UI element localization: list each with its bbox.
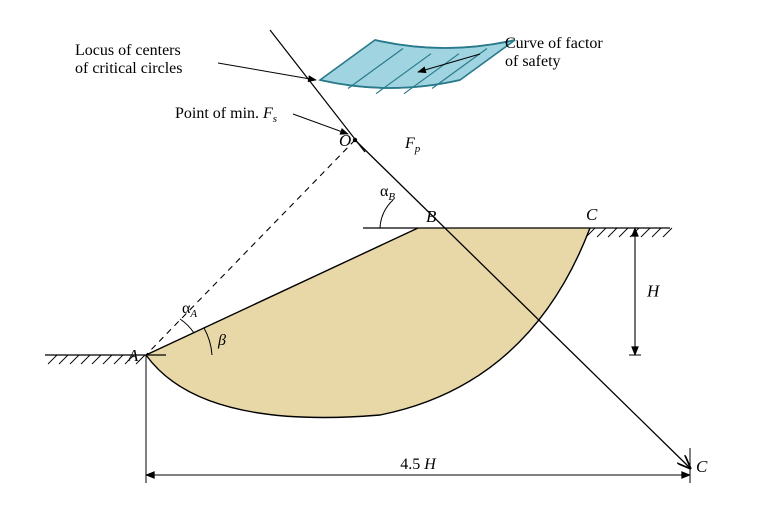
angle-alphaB [380,200,393,228]
label-A: A [127,346,139,365]
label-Fp: Fp [404,135,421,155]
ground-hatch [59,355,68,364]
leader-locus [218,63,316,80]
ground-hatch [70,355,79,364]
label-curve-1: Curve of factor [505,35,603,52]
label-locus-2: of critical circles [75,60,183,77]
ground-hatch [92,355,101,364]
ground-hatch [48,355,57,364]
ground-hatch [608,228,617,237]
label-beta: β [217,332,226,349]
label-O: O [339,131,351,150]
label-alphaB: αB [380,183,395,203]
label-C-top: C [586,205,598,224]
ground-hatch [81,355,90,364]
label-H: H [646,282,661,301]
label-45H: 4.5 H [400,456,437,473]
point-O [353,138,357,142]
ground-hatch [114,355,123,364]
ground-hatch [641,228,650,237]
ground-hatch [652,228,661,237]
label-alphaA: αA [182,300,197,320]
label-curve-2: of safety [505,53,561,70]
slope-mass [146,228,590,418]
label-locus-1: Locus of centers [75,42,181,59]
ground-hatch [663,228,672,237]
ground-hatch [619,228,628,237]
ground-hatch [597,228,606,237]
label-B: B [426,207,437,226]
label-C-bottom: C [696,457,708,476]
angle-alphaA [180,319,194,333]
ground-hatch [103,355,112,364]
label-point-min-fs: Point of min. Fs [175,105,277,125]
